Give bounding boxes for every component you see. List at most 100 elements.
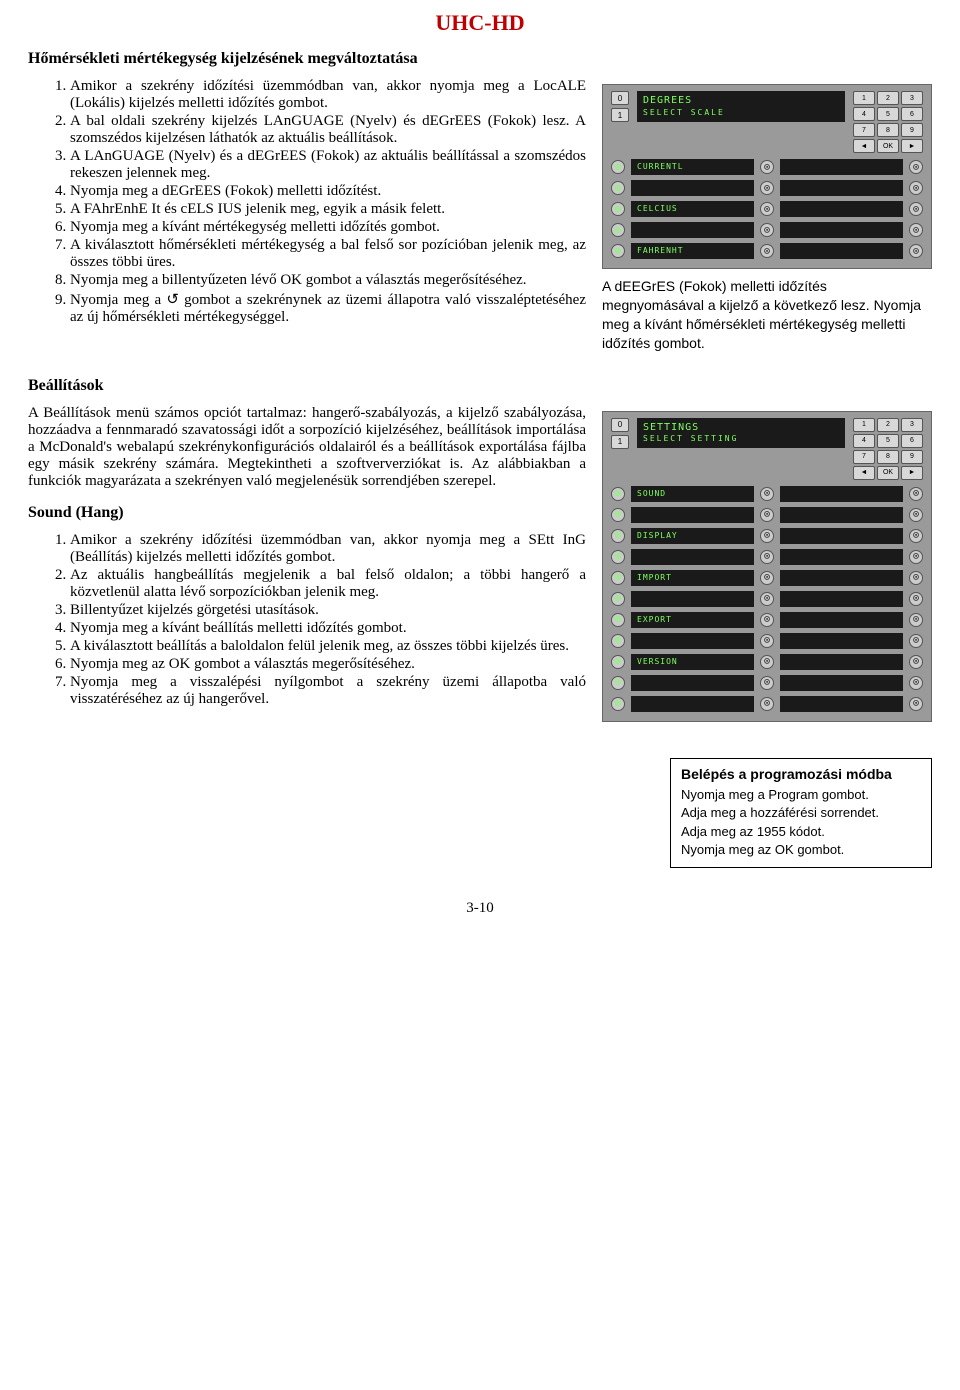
panel-b-slot-label2-3: [780, 549, 903, 565]
panel-b-slot-btn-left-10[interactable]: ⊙: [611, 697, 625, 711]
panel-b-slot-btn-right-2[interactable]: ⊙: [909, 529, 923, 543]
panel-a-slot-btn-right-1[interactable]: ⊙: [909, 181, 923, 195]
panel-b-slot-btn-mid-4[interactable]: ⊙: [760, 571, 774, 585]
panel-a-slot-btn-mid-0[interactable]: ⊙: [760, 160, 774, 174]
panel-b-slot-btn-left-2[interactable]: ⊙: [611, 529, 625, 543]
keyb-fwd[interactable]: ►: [901, 466, 923, 480]
panel-b-slot-btn-left-4[interactable]: ⊙: [611, 571, 625, 585]
key-6[interactable]: 6: [901, 107, 923, 121]
panel-b-slot-btn-mid-2[interactable]: ⊙: [760, 529, 774, 543]
key-9[interactable]: 9: [901, 123, 923, 137]
panel-a-slot-btn-left-0[interactable]: ⊙: [611, 160, 625, 174]
panel-b-slot-label1-5: [631, 591, 754, 607]
keyb-back[interactable]: ◄: [853, 466, 875, 480]
panel-b-slot-btn-mid-8[interactable]: ⊙: [760, 655, 774, 669]
key-1[interactable]: 1: [853, 91, 875, 105]
panel-b-slot-btn-left-5[interactable]: ⊙: [611, 592, 625, 606]
panel-a-slot-btn-right-4[interactable]: ⊙: [909, 244, 923, 258]
panel-b-slot-row-10: ⊙ ⊙ ⊙: [611, 696, 923, 712]
panel-a-left-num-1[interactable]: 1: [611, 108, 629, 122]
panel-a-slot-label2-3: [780, 222, 903, 238]
key-4[interactable]: 4: [853, 107, 875, 121]
panel-b-slot-btn-mid-10[interactable]: ⊙: [760, 697, 774, 711]
panel-b-slot-btn-right-10[interactable]: ⊙: [909, 697, 923, 711]
panel-a-slot-label2-1: [780, 180, 903, 196]
keyb-9[interactable]: 9: [901, 450, 923, 464]
panel-a-slot-label2-4: [780, 243, 903, 259]
panel-b-slot-btn-left-8[interactable]: ⊙: [611, 655, 625, 669]
section-temp-heading: Hőmérsékleti mértékegység kijelzésének m…: [28, 50, 932, 68]
panel-a-left-num-0[interactable]: 0: [611, 91, 629, 105]
panel-a-slot-btn-mid-4[interactable]: ⊙: [760, 244, 774, 258]
key-5[interactable]: 5: [877, 107, 899, 121]
panel-b-slot-label1-7: [631, 633, 754, 649]
panel-b-slot-row-4: ⊙ IMPORT ⊙ ⊙: [611, 570, 923, 586]
panel-a-slot-label2-2: [780, 201, 903, 217]
panel-b-slot-btn-right-4[interactable]: ⊙: [909, 571, 923, 585]
panel-b-slot-label1-10: [631, 696, 754, 712]
panel-b-slot-label1-1: [631, 507, 754, 523]
key-fwd[interactable]: ►: [901, 139, 923, 153]
panel-a-slot-btn-right-2[interactable]: ⊙: [909, 202, 923, 216]
panel-b-slot-btn-mid-5[interactable]: ⊙: [760, 592, 774, 606]
panel-a-slot-btn-right-0[interactable]: ⊙: [909, 160, 923, 174]
panel-b-slot-btn-left-7[interactable]: ⊙: [611, 634, 625, 648]
panel-b-slot-btn-mid-0[interactable]: ⊙: [760, 487, 774, 501]
panel-b-slot-btn-right-8[interactable]: ⊙: [909, 655, 923, 669]
key-2[interactable]: 2: [877, 91, 899, 105]
panel-b-slot-label2-4: [780, 570, 903, 586]
keyb-3[interactable]: 3: [901, 418, 923, 432]
panel-a-slot-btn-mid-3[interactable]: ⊙: [760, 223, 774, 237]
section-settings-heading: Beállítások: [28, 377, 932, 395]
panel-b-slot-btn-left-9[interactable]: ⊙: [611, 676, 625, 690]
keyb-7[interactable]: 7: [853, 450, 875, 464]
keyb-4[interactable]: 4: [853, 434, 875, 448]
panel-b-slot-btn-left-6[interactable]: ⊙: [611, 613, 625, 627]
panel-a-slot-btn-left-4[interactable]: ⊙: [611, 244, 625, 258]
panel-a-slot-btn-left-1[interactable]: ⊙: [611, 181, 625, 195]
keyb-5[interactable]: 5: [877, 434, 899, 448]
panel-b-slot-btn-right-7[interactable]: ⊙: [909, 634, 923, 648]
panel-a-slot-btn-mid-2[interactable]: ⊙: [760, 202, 774, 216]
panel-a-slot-label1-2: CELCIUS: [631, 201, 754, 217]
key-ok[interactable]: OK: [877, 139, 899, 153]
key-8[interactable]: 8: [877, 123, 899, 137]
keyb-1[interactable]: 1: [853, 418, 875, 432]
panel-b-slot-label2-6: [780, 612, 903, 628]
panel-b-slot-btn-right-0[interactable]: ⊙: [909, 487, 923, 501]
programming-mode-box: Belépés a programozási módba Nyomja meg …: [670, 758, 932, 868]
key-3[interactable]: 3: [901, 91, 923, 105]
panel-a-caption: A dEEGrES (Fokok) melletti időzítés megn…: [602, 277, 932, 353]
keyb-ok[interactable]: OK: [877, 466, 899, 480]
panel-a-slot-btn-mid-1[interactable]: ⊙: [760, 181, 774, 195]
panel-a-slot-btn-left-2[interactable]: ⊙: [611, 202, 625, 216]
panel-b-slot-btn-right-1[interactable]: ⊙: [909, 508, 923, 522]
panel-b-slot-btn-mid-6[interactable]: ⊙: [760, 613, 774, 627]
panel-a-slot-btn-right-3[interactable]: ⊙: [909, 223, 923, 237]
panel-b-slot-row-0: ⊙SOUND⊙⊙: [611, 486, 923, 502]
panel-b-slot-btn-right-3[interactable]: ⊙: [909, 550, 923, 564]
panel-b-slot-btn-left-0[interactable]: ⊙: [611, 487, 625, 501]
panel-a-slot-btn-left-3[interactable]: ⊙: [611, 223, 625, 237]
panel-a-slot-label1-4: FAHRENHT: [631, 243, 754, 259]
panel-b-slot-label2-0: [780, 486, 903, 502]
panel-b-slot-btn-mid-7[interactable]: ⊙: [760, 634, 774, 648]
panel-b-slot-btn-left-1[interactable]: ⊙: [611, 508, 625, 522]
panel-b-slot-btn-right-5[interactable]: ⊙: [909, 592, 923, 606]
key-back[interactable]: ◄: [853, 139, 875, 153]
key-7[interactable]: 7: [853, 123, 875, 137]
panel-b-slot-btn-right-9[interactable]: ⊙: [909, 676, 923, 690]
panel-b-slot-btn-right-6[interactable]: ⊙: [909, 613, 923, 627]
panel-b-slot-btn-mid-9[interactable]: ⊙: [760, 676, 774, 690]
panel-b-slot-btn-left-3[interactable]: ⊙: [611, 550, 625, 564]
panel-b-slot-label1-4: IMPORT: [631, 570, 754, 586]
keyb-6[interactable]: 6: [901, 434, 923, 448]
panel-b-left-num-1[interactable]: 1: [611, 435, 629, 449]
panel-b-left-num-0[interactable]: 0: [611, 418, 629, 432]
panel-b-slot-label1-9: [631, 675, 754, 691]
programming-mode-line-4: Nyomja meg az OK gombot.: [681, 841, 921, 859]
panel-b-slot-btn-mid-3[interactable]: ⊙: [760, 550, 774, 564]
panel-b-slot-btn-mid-1[interactable]: ⊙: [760, 508, 774, 522]
keyb-8[interactable]: 8: [877, 450, 899, 464]
keyb-2[interactable]: 2: [877, 418, 899, 432]
